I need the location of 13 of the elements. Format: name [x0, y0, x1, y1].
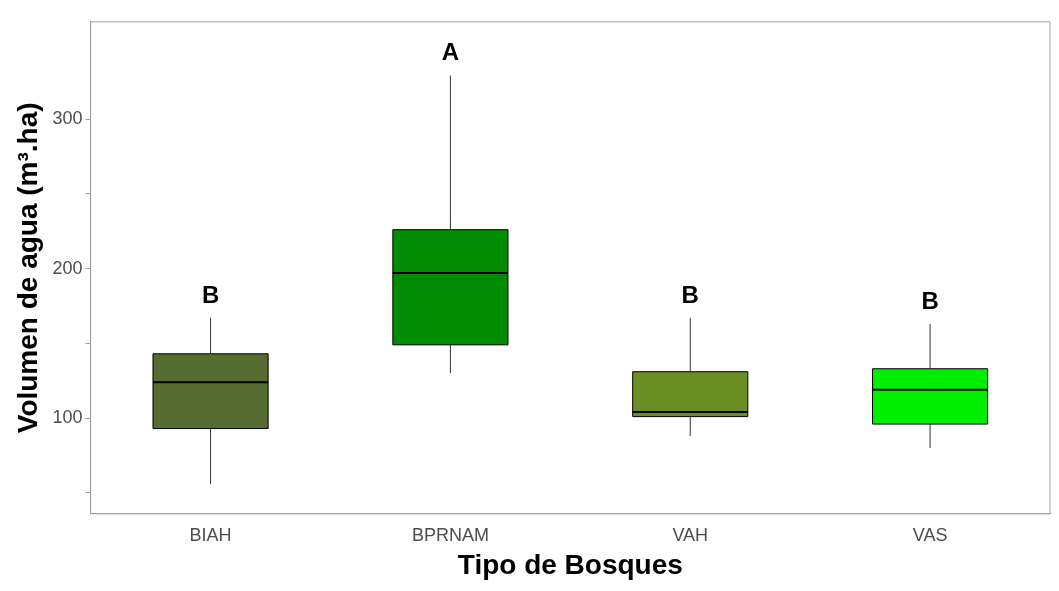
x-tick-label: BPRNAM — [411, 524, 489, 545]
x-tick-label: BIAH — [189, 524, 232, 545]
annotation: A — [441, 38, 460, 66]
y-axis-title: Volumen de agua (m³.ha) — [11, 102, 43, 434]
annotation: B — [921, 286, 939, 314]
annotation: B — [201, 280, 220, 308]
y-tick-label: 300 — [52, 107, 83, 128]
y-tick-label: 200 — [52, 257, 83, 278]
x-axis-title: Tipo de Bosques — [457, 548, 683, 580]
annotation: B — [681, 280, 699, 308]
x-tick-label: VAH — [672, 524, 709, 545]
x-tick-label: VAS — [912, 524, 948, 545]
y-tick-label: 100 — [52, 407, 83, 428]
